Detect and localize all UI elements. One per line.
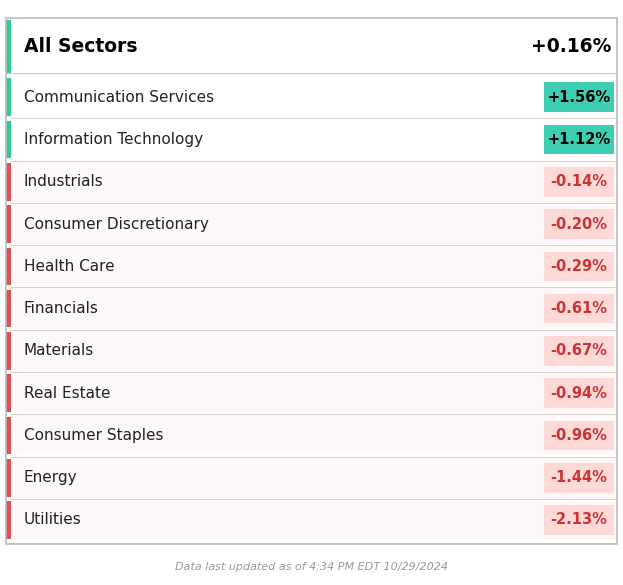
Bar (544, 378, 614, 408)
Text: -0.94%: -0.94% (550, 386, 607, 401)
Bar (6, 78, 11, 116)
Bar (544, 336, 614, 366)
Text: Health Care: Health Care (24, 259, 114, 274)
Text: Real Estate: Real Estate (24, 386, 110, 401)
Bar (6, 121, 11, 159)
Bar (544, 294, 614, 324)
Text: -0.67%: -0.67% (550, 343, 607, 359)
Text: All Sectors: All Sectors (24, 37, 137, 56)
Text: -2.13%: -2.13% (550, 512, 607, 528)
Bar (6, 290, 11, 328)
Bar (6, 247, 11, 285)
Text: Financials: Financials (24, 301, 98, 316)
Text: -0.14%: -0.14% (550, 174, 607, 190)
Bar (6, 163, 11, 201)
Bar (544, 505, 614, 535)
Bar (6, 501, 11, 539)
Text: Industrials: Industrials (24, 174, 103, 190)
Bar (544, 463, 614, 493)
Bar (544, 125, 614, 154)
Bar (11, 500, 617, 540)
Text: Information Technology: Information Technology (24, 132, 203, 147)
Bar (6, 332, 11, 370)
Bar (11, 373, 617, 413)
Text: -0.20%: -0.20% (550, 216, 607, 232)
Text: Communication Services: Communication Services (24, 90, 214, 105)
Text: -0.61%: -0.61% (550, 301, 607, 316)
Bar (11, 161, 617, 202)
Bar (544, 252, 614, 281)
Text: -0.29%: -0.29% (550, 259, 607, 274)
Bar (6, 417, 11, 454)
Bar (11, 204, 617, 244)
Text: +1.12%: +1.12% (547, 132, 611, 147)
Text: +0.16%: +0.16% (531, 37, 612, 56)
Bar (11, 288, 617, 329)
Bar (544, 421, 614, 450)
Text: +1.56%: +1.56% (547, 90, 611, 105)
Text: Consumer Discretionary: Consumer Discretionary (24, 216, 209, 232)
Text: -1.44%: -1.44% (550, 470, 607, 485)
Text: Utilities: Utilities (24, 512, 82, 528)
Text: Data last updated as of 4:34 PM EDT 10/29/2024: Data last updated as of 4:34 PM EDT 10/2… (175, 562, 448, 573)
Bar (6, 205, 11, 243)
Bar (6, 374, 11, 412)
Bar (11, 457, 617, 498)
Bar (544, 82, 614, 112)
Bar (6, 459, 11, 497)
Bar (11, 246, 617, 286)
Bar (544, 167, 614, 197)
Bar (11, 331, 617, 371)
Bar (11, 415, 617, 455)
Bar (544, 209, 614, 239)
Text: Energy: Energy (24, 470, 77, 485)
Text: Materials: Materials (24, 343, 94, 359)
Text: Consumer Staples: Consumer Staples (24, 428, 163, 443)
Bar (6, 20, 11, 73)
Text: -0.96%: -0.96% (550, 428, 607, 443)
